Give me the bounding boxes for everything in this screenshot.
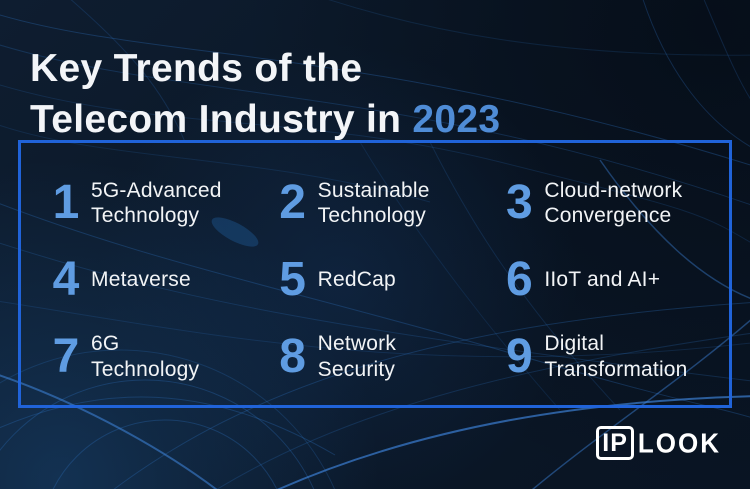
trend-item-1: 1 5G-Advanced Technology	[45, 165, 272, 242]
trend-label: RedCap	[317, 268, 396, 292]
trend-item-4: 4 Metaverse	[45, 242, 272, 319]
trend-item-5: 5 RedCap	[272, 242, 499, 319]
title-line2: Telecom Industry in	[30, 97, 413, 141]
trend-number: 4	[52, 252, 80, 306]
iplook-logo: IP LOOK	[596, 426, 721, 460]
trend-number: 5	[279, 252, 306, 306]
trend-label: IIoT and AI+	[544, 268, 661, 292]
trend-item-7: 7 6G Technology	[45, 318, 272, 395]
page-title: Key Trends of the Telecom Industry in 20…	[30, 44, 500, 145]
trend-label: Metaverse	[91, 268, 191, 292]
trend-item-2: 2 Sustainable Technology	[272, 165, 499, 242]
logo-ip-badge: IP	[596, 426, 634, 460]
trend-number: 2	[279, 176, 306, 230]
trend-item-8: 8 Network Security	[272, 318, 499, 395]
logo-look-text: LOOK	[637, 426, 721, 459]
trend-item-9: 9 Digital Transformation	[498, 318, 725, 395]
trend-label: 6G Technology	[91, 332, 200, 381]
trend-label: Sustainable Technology	[317, 178, 430, 228]
trend-label: Network Security	[317, 332, 397, 381]
trend-number: 9	[505, 329, 533, 383]
trends-panel: 1 5G-Advanced Technology 2 Sustainable T…	[18, 140, 732, 408]
trend-item-6: 6 IIoT and AI+	[498, 242, 725, 319]
trend-number: 7	[52, 329, 80, 383]
title-year: 2023	[412, 97, 501, 141]
trend-label: Cloud-network Convergence	[544, 178, 683, 228]
trend-label: 5G-Advanced Technology	[91, 178, 222, 228]
trend-label: Digital Transformation	[544, 332, 688, 381]
trend-number: 1	[52, 176, 80, 230]
trend-number: 3	[505, 176, 533, 230]
trend-item-3: 3 Cloud-network Convergence	[498, 165, 725, 242]
trend-number: 6	[505, 252, 533, 306]
title-line1: Key Trends of the	[30, 47, 363, 91]
trend-number: 8	[279, 329, 306, 383]
